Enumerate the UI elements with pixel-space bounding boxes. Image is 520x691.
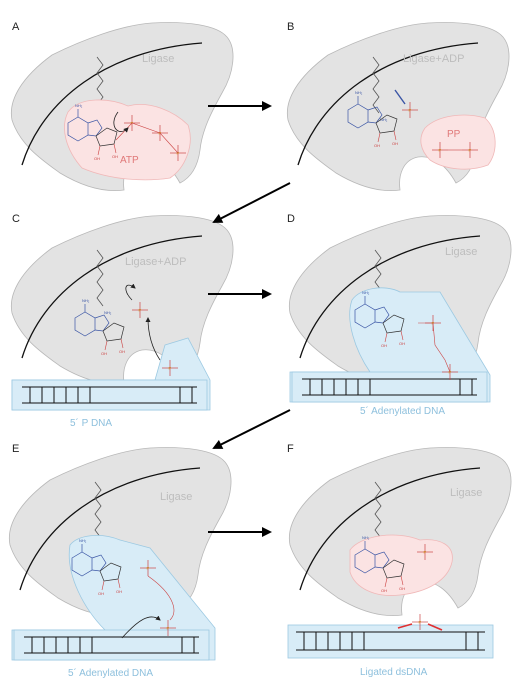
nucleophilic-attack-arrow [113,111,129,133]
step-arrow-d-to-e [212,409,291,449]
hydroxyl-attack-arrow [121,615,161,639]
protein-label: Ligase+ADP [125,256,186,268]
panel-e: E Ligase 5´ Adenylated DNA [8,443,232,679]
panel-letter: C [12,213,20,225]
ligated-dna-highlight [287,624,494,659]
dna-label: 5´ Adenylated DNA [360,405,445,417]
protein-label: Ligase [445,246,477,258]
panel-a: A Ligase ATP [10,21,234,192]
pyrophosphate-highlight [420,114,496,170]
new-bond-left [397,623,413,629]
panel-d: D Ligase 5´ Adenylated DNA [287,213,512,417]
protein-label: Ligase [450,487,482,499]
dna-duplex [11,379,208,411]
lysine-release-arrow [125,283,136,301]
step-arrow-b-to-c [212,182,291,223]
molecule-label: ATP [120,155,139,166]
panel-letter: A [12,21,20,33]
adenylated-dna-highlight [11,535,216,661]
dna-label: Ligated dsDNA [360,667,428,678]
molecule-label: PP [447,129,461,140]
protein-label: Ligase [160,491,192,503]
panel-letter: E [12,443,19,455]
protein-label: Ligase+ADP [403,53,464,65]
new-bond-right [427,623,443,631]
panel-c: C Ligase+ADP 5´ P DNA [10,213,234,429]
ligase-protein [10,214,234,385]
amp-highlight [349,534,453,596]
lysine-amp-bond [394,89,406,105]
dna-label: 5´ Adenylated DNA [68,667,153,679]
panel-f: F Ligase Ligated dsDNA [287,443,512,678]
panel-letter: D [287,213,295,225]
phosphate-attack-arrow [145,317,161,361]
panel-b: B Ligase+ADP PP [286,21,510,192]
dna-label: 5´ P DNA [70,417,112,429]
panel-letter: F [287,443,294,455]
panel-letter: B [287,21,294,33]
dna-duplex [291,371,488,403]
protein-label: Ligase [142,53,174,65]
dna-duplex [13,629,210,661]
